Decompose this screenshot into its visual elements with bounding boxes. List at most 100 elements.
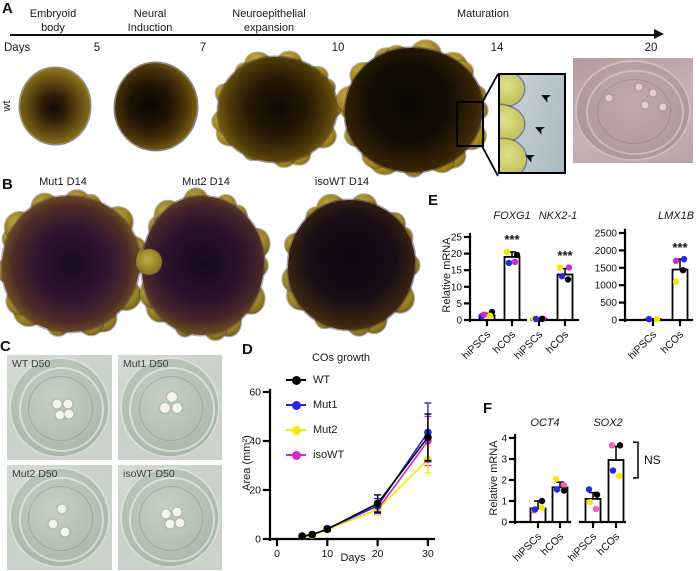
dish-ring (129, 476, 215, 563)
chart-title-lmx1b: LMX1B (657, 210, 695, 222)
dish-ring (129, 366, 215, 453)
svg-text:10: 10 (451, 282, 463, 293)
svg-text:500: 500 (600, 298, 617, 309)
legend-marker-icon (286, 450, 306, 460)
svg-text:2000: 2000 (595, 246, 618, 257)
arrow-icon: ➤ (531, 120, 548, 139)
organoid-dot (635, 83, 643, 91)
day-tick-5: 5 (93, 42, 101, 54)
organoid-image-mut1 (0, 189, 147, 336)
organoid-dot (159, 402, 170, 413)
panel-e-label: E (428, 192, 439, 209)
dish-caption: Mut2 D50 (12, 468, 58, 480)
svg-text:20: 20 (249, 485, 261, 497)
svg-text:5: 5 (456, 299, 462, 310)
organoid-dot (48, 519, 58, 529)
svg-text:4: 4 (501, 434, 507, 445)
svg-text:NS: NS (644, 453, 661, 467)
caption-mut1-d14: Mut1 D14 (39, 176, 87, 188)
dish-ring (28, 486, 93, 551)
dish-ring (138, 376, 204, 441)
svg-text:20: 20 (372, 548, 384, 560)
svg-text:10: 10 (321, 548, 333, 560)
organoid-body (2, 196, 140, 332)
legend-item-mut1: Mut1 (286, 397, 344, 413)
svg-text:15: 15 (451, 266, 463, 277)
svg-text:2: 2 (501, 476, 507, 487)
chart-title-nkx2-1: NKX2-1 (538, 210, 578, 222)
panel-a-label: A (2, 0, 13, 17)
timeline-arrow (10, 33, 656, 37)
organoid-dot (175, 518, 185, 528)
organoid-dot (172, 402, 183, 413)
svg-text:0: 0 (611, 316, 617, 327)
arrow-icon: ➤ (537, 88, 554, 107)
organoid-body (142, 196, 264, 335)
organoid-dot (55, 410, 64, 420)
organoid-dot (57, 504, 67, 514)
zoom-connector-lines (481, 73, 499, 177)
svg-text:40: 40 (249, 436, 261, 448)
svg-text:60: 60 (249, 387, 261, 399)
legend-item-mut2: Mut2 (286, 422, 344, 438)
organoid-dot (167, 392, 178, 402)
svg-text:1500: 1500 (595, 263, 618, 274)
timeline-arrowhead-icon (654, 29, 664, 39)
svg-text:0: 0 (456, 316, 462, 327)
caption-mut2-d14: Mut2 D14 (182, 176, 230, 188)
panel-c-label: C (0, 338, 11, 355)
dish-caption: isoWT D50 (123, 468, 175, 480)
chart-title-oct4: OCT4 (530, 417, 560, 429)
chart-d-legend: WT Mut1 Mut2 isoWT (286, 372, 344, 463)
organoid-dot (649, 89, 657, 97)
panel-b-label: B (2, 176, 13, 193)
row-label-wt: wt (1, 100, 13, 112)
svg-text:0: 0 (255, 534, 261, 546)
organoid-dot (60, 527, 70, 537)
zoom-region-box (456, 101, 484, 147)
svg-text:0: 0 (501, 518, 507, 529)
dish-photo-wt-d50: WT D50 (7, 355, 112, 460)
zoom-inset-image: ➤ ➤ ➤ (498, 73, 566, 174)
svg-text:1000: 1000 (595, 281, 618, 292)
organoid-body (218, 57, 337, 162)
svg-text:hCOs: hCOs (595, 531, 622, 558)
legend-marker-icon (286, 400, 306, 410)
organoid-body (288, 200, 415, 330)
svg-text:hiPSCs: hiPSCs (626, 329, 659, 362)
dish-photo-mut2-d50: Mut2 D50 (7, 465, 112, 570)
svg-text:2500: 2500 (595, 229, 618, 240)
chart-d-title: COs growth (311, 352, 371, 364)
chart-title-foxg1: FOXG1 (493, 210, 531, 222)
dish-ring (18, 476, 105, 563)
legend-marker-icon (286, 375, 306, 385)
dish-photo-day20 (573, 58, 693, 163)
chart-d-xlabel: Days (340, 552, 366, 564)
days-label: Days (4, 42, 31, 54)
neural-rosette-bump (500, 75, 524, 107)
stage-neuroepithelial-expansion: Neuroepithelial expansion (232, 8, 306, 34)
organoid-image-day5 (20, 68, 90, 144)
chart-title-sox2: SOX2 (593, 417, 623, 429)
organoid-dot (63, 399, 73, 409)
neural-rosette-bump (500, 139, 526, 172)
organoid-image-isowt (282, 193, 420, 336)
dish-photo-isowt-d50: isoWT D50 (118, 465, 222, 570)
svg-text:hCOs: hCOs (539, 531, 566, 558)
organoid-dot (64, 409, 74, 419)
marker-gene-bar-charts: 0510152025hiPSCshCOs***hiPSCshCOs***0500… (451, 229, 694, 362)
organoid-body (20, 68, 90, 144)
organoid-image-day14 (336, 40, 488, 177)
svg-text:20: 20 (451, 249, 463, 260)
cos-growth-chart: 0 20 40 60 0 10 20 30 (249, 387, 436, 560)
svg-text:hCOs: hCOs (659, 329, 686, 356)
svg-text:hiPSCs: hiPSCs (511, 531, 544, 564)
stage-neural-induction: Neural Induction (127, 8, 173, 34)
svg-text:30: 30 (422, 548, 434, 560)
organoid-satellite (136, 249, 162, 275)
svg-text:hiPSCs: hiPSCs (566, 531, 599, 564)
organoid-image-day7 (115, 63, 197, 150)
day-tick-20: 20 (644, 42, 658, 54)
